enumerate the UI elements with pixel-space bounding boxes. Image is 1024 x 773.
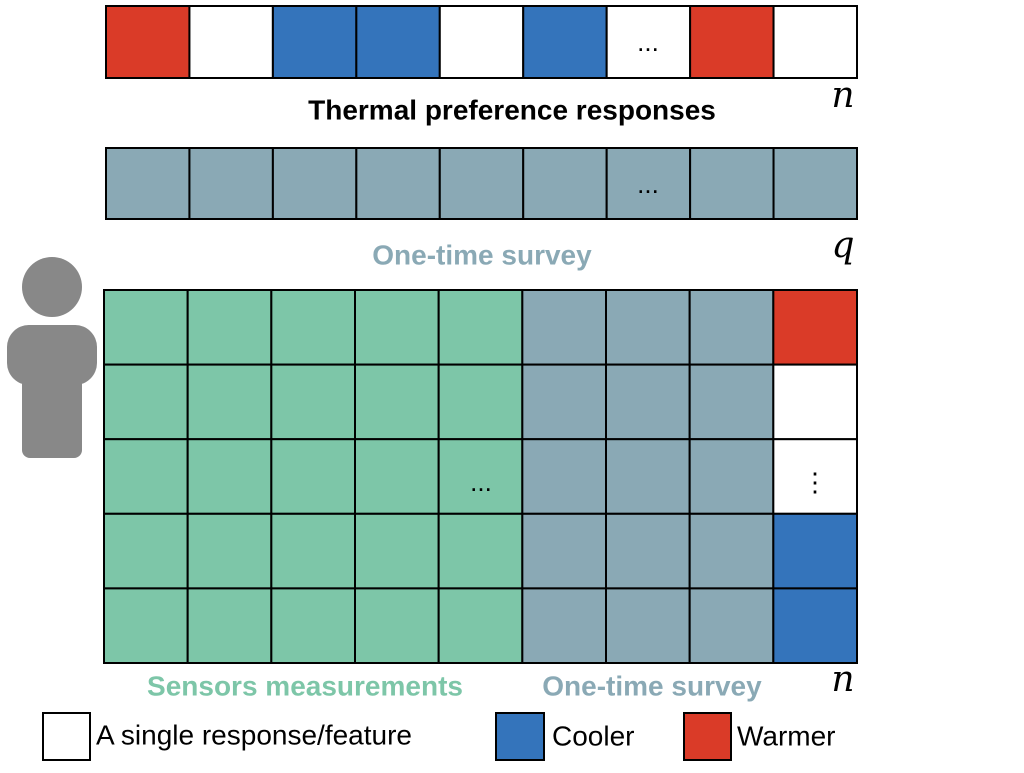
cell <box>605 587 691 665</box>
cell <box>103 289 189 366</box>
cell <box>103 512 189 590</box>
cell <box>188 147 274 220</box>
cell <box>103 363 189 441</box>
cell <box>521 512 607 590</box>
legend: A single response/feature Cooler Warmer <box>42 712 836 761</box>
legend-swatch <box>683 712 732 761</box>
cell <box>270 512 357 590</box>
cell <box>103 438 189 515</box>
cell <box>522 147 608 220</box>
cell <box>186 289 273 366</box>
survey-label: One-time survey <box>372 239 592 270</box>
cell <box>772 147 858 220</box>
survey-label: One-time survey <box>542 670 762 701</box>
cell <box>270 363 357 441</box>
cell <box>689 5 775 79</box>
legend-label: Warmer <box>737 720 836 751</box>
cell <box>688 512 775 590</box>
cell <box>688 438 775 515</box>
cell <box>689 147 775 220</box>
cell <box>605 512 691 590</box>
cell <box>521 438 607 515</box>
person-icon <box>7 257 97 458</box>
cell <box>354 289 440 366</box>
cells <box>103 5 858 665</box>
cell <box>105 5 191 79</box>
cell <box>354 587 440 665</box>
cell <box>605 5 692 79</box>
cell <box>270 438 357 515</box>
cell <box>437 289 524 366</box>
cell <box>186 587 273 665</box>
legend-label: Cooler <box>552 720 634 751</box>
cell <box>186 512 273 590</box>
cell <box>105 147 191 220</box>
cell <box>688 289 775 366</box>
cell <box>437 587 524 665</box>
legend-swatch <box>495 712 545 761</box>
cell <box>605 363 691 441</box>
matrix-symbol: n <box>831 659 854 700</box>
responses-symbol: n <box>831 75 854 116</box>
cell <box>772 587 858 665</box>
ellipsis: ... <box>470 467 492 497</box>
cell <box>605 289 691 366</box>
cell <box>103 587 189 665</box>
cell <box>270 289 357 366</box>
cell <box>354 363 440 441</box>
ellipsis: ⋮ <box>802 467 828 497</box>
cell <box>521 587 607 665</box>
cell <box>270 587 357 665</box>
legend-swatch <box>42 712 91 761</box>
cell <box>688 363 775 441</box>
survey-symbol: q <box>831 225 854 266</box>
cell <box>772 363 858 441</box>
sensors-label: Sensors measurements <box>147 670 463 701</box>
cell <box>772 438 858 515</box>
cell <box>271 5 358 79</box>
cell <box>521 289 607 366</box>
ellipsis: ... <box>637 169 659 199</box>
cell <box>772 289 858 366</box>
cell <box>354 512 440 590</box>
cell <box>438 147 525 220</box>
cell <box>605 147 692 220</box>
cell <box>355 147 441 220</box>
cell <box>186 438 273 515</box>
cell <box>271 147 358 220</box>
cell <box>437 363 524 441</box>
cell <box>688 587 775 665</box>
cell <box>437 512 524 590</box>
cell <box>438 5 525 79</box>
cell <box>354 438 440 515</box>
cell <box>772 5 858 79</box>
cell <box>772 512 858 590</box>
cell <box>605 438 691 515</box>
responses-label: Thermal preference responses <box>308 94 716 125</box>
cell <box>188 5 274 79</box>
cell <box>186 363 273 441</box>
cell <box>521 363 607 441</box>
cell <box>522 5 608 79</box>
legend-label: A single response/feature <box>96 719 412 750</box>
cell <box>355 5 441 79</box>
ellipsis: ... <box>637 27 659 57</box>
